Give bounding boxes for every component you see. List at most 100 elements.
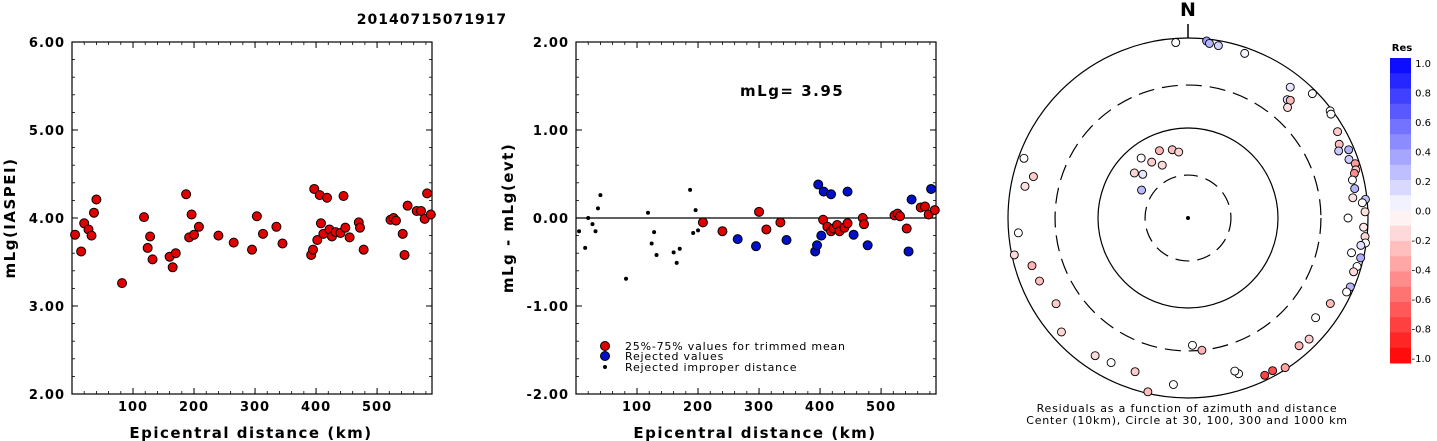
x-tick-label: 400 [805,400,835,415]
improper-point [671,250,676,255]
rejected-point [906,194,917,205]
residual-point [1307,89,1317,99]
trimmed-point [901,223,912,234]
data-point [193,221,204,232]
chart-title: 20140715071917 [357,12,507,28]
residual-point [1138,169,1148,179]
residual-point [1326,109,1336,119]
colorbar-label: 0.4 [1415,148,1431,159]
y-tick-label: 4.00 [29,212,65,227]
rejected-point [816,230,827,241]
rejected-point [926,183,937,194]
trimmed-point [754,206,765,217]
residual-point [1027,261,1037,271]
colorbar-label: 1.0 [1415,59,1431,70]
residual-point [1240,48,1250,58]
residual-point [1028,172,1038,182]
residual-point [1357,198,1367,208]
data-point [139,212,149,223]
improper-point [696,228,701,233]
residual-point [1157,160,1167,170]
trimmed-point [775,217,786,228]
residual-point [1057,327,1066,337]
data-point [228,237,239,248]
y-tick-label: 3.00 [29,300,65,315]
colorbar-label: -0.6 [1411,295,1431,306]
data-point [397,228,408,239]
colorbar-label: -0.4 [1411,266,1431,277]
residual-point [1311,313,1321,323]
rejected-point [842,186,853,197]
improper-point [688,187,693,192]
rejected-point [751,241,761,252]
residual-point [1019,153,1029,163]
x-tick-label: 200 [683,400,713,415]
data-point [358,244,369,255]
residual-point [1013,228,1023,238]
improper-point [691,230,696,235]
improper-point [649,241,654,246]
y-tick-label: 0.00 [533,212,569,227]
y-tick-label: 1.00 [533,124,569,139]
data-point [308,244,319,255]
colorbar-segment [1390,103,1411,120]
improper-point [654,252,659,257]
data-point [186,209,197,220]
colorbar-segment [1390,256,1411,272]
trimmed-point [920,201,931,212]
data-point [189,229,200,240]
data-point [167,262,178,273]
data-point [88,207,99,218]
data-point [91,194,102,205]
data-point [402,200,413,211]
residual-point [1009,250,1019,260]
improper-point [586,216,591,220]
residual-point [1333,127,1343,137]
residual-point [1359,222,1369,232]
data-point [322,192,333,203]
colorbar-segment [1390,332,1411,349]
trimmed-point [697,217,708,228]
trimmed-point [859,219,869,230]
data-point [251,211,262,222]
data-point [422,188,433,199]
residual-point [1137,185,1147,195]
rejected-point [903,246,914,257]
residual-point [1174,147,1184,157]
residual-point [1213,41,1223,51]
colorbar-label: -0.8 [1411,325,1431,336]
residual-point [1129,168,1139,178]
residual-point [1344,154,1354,164]
colorbar-label: 0.2 [1415,177,1431,188]
colorbar-segment [1390,347,1411,364]
trimmed-point [842,218,853,229]
improper-point [595,206,600,211]
residual-point [1344,145,1354,155]
residual-point [1106,358,1116,368]
improper-point [646,210,650,215]
rejected-point [732,234,743,245]
residual-point [1294,341,1304,351]
epicenter-dot [1186,216,1190,220]
data-point [340,222,351,233]
improper-point [583,245,588,250]
residual-point [1342,287,1352,297]
colorbar-segment [1390,180,1411,196]
x-tick-label: 300 [240,400,270,415]
improper-point [590,222,595,227]
data-point [181,189,192,200]
colorbar-label: 0.0 [1415,207,1431,218]
data-point [86,230,97,241]
residual-point [1347,175,1357,185]
residual-point [1171,38,1181,47]
data-point [147,254,158,265]
data-point [315,218,326,229]
rejected-point [862,240,873,251]
range-ring-30km [1144,174,1232,262]
colorbar-label: -1.0 [1411,354,1431,365]
data-point [391,215,401,226]
rejected-point [848,229,859,240]
rejected-point [813,179,824,190]
colorbar-segment [1390,164,1411,181]
data-point [425,209,436,220]
